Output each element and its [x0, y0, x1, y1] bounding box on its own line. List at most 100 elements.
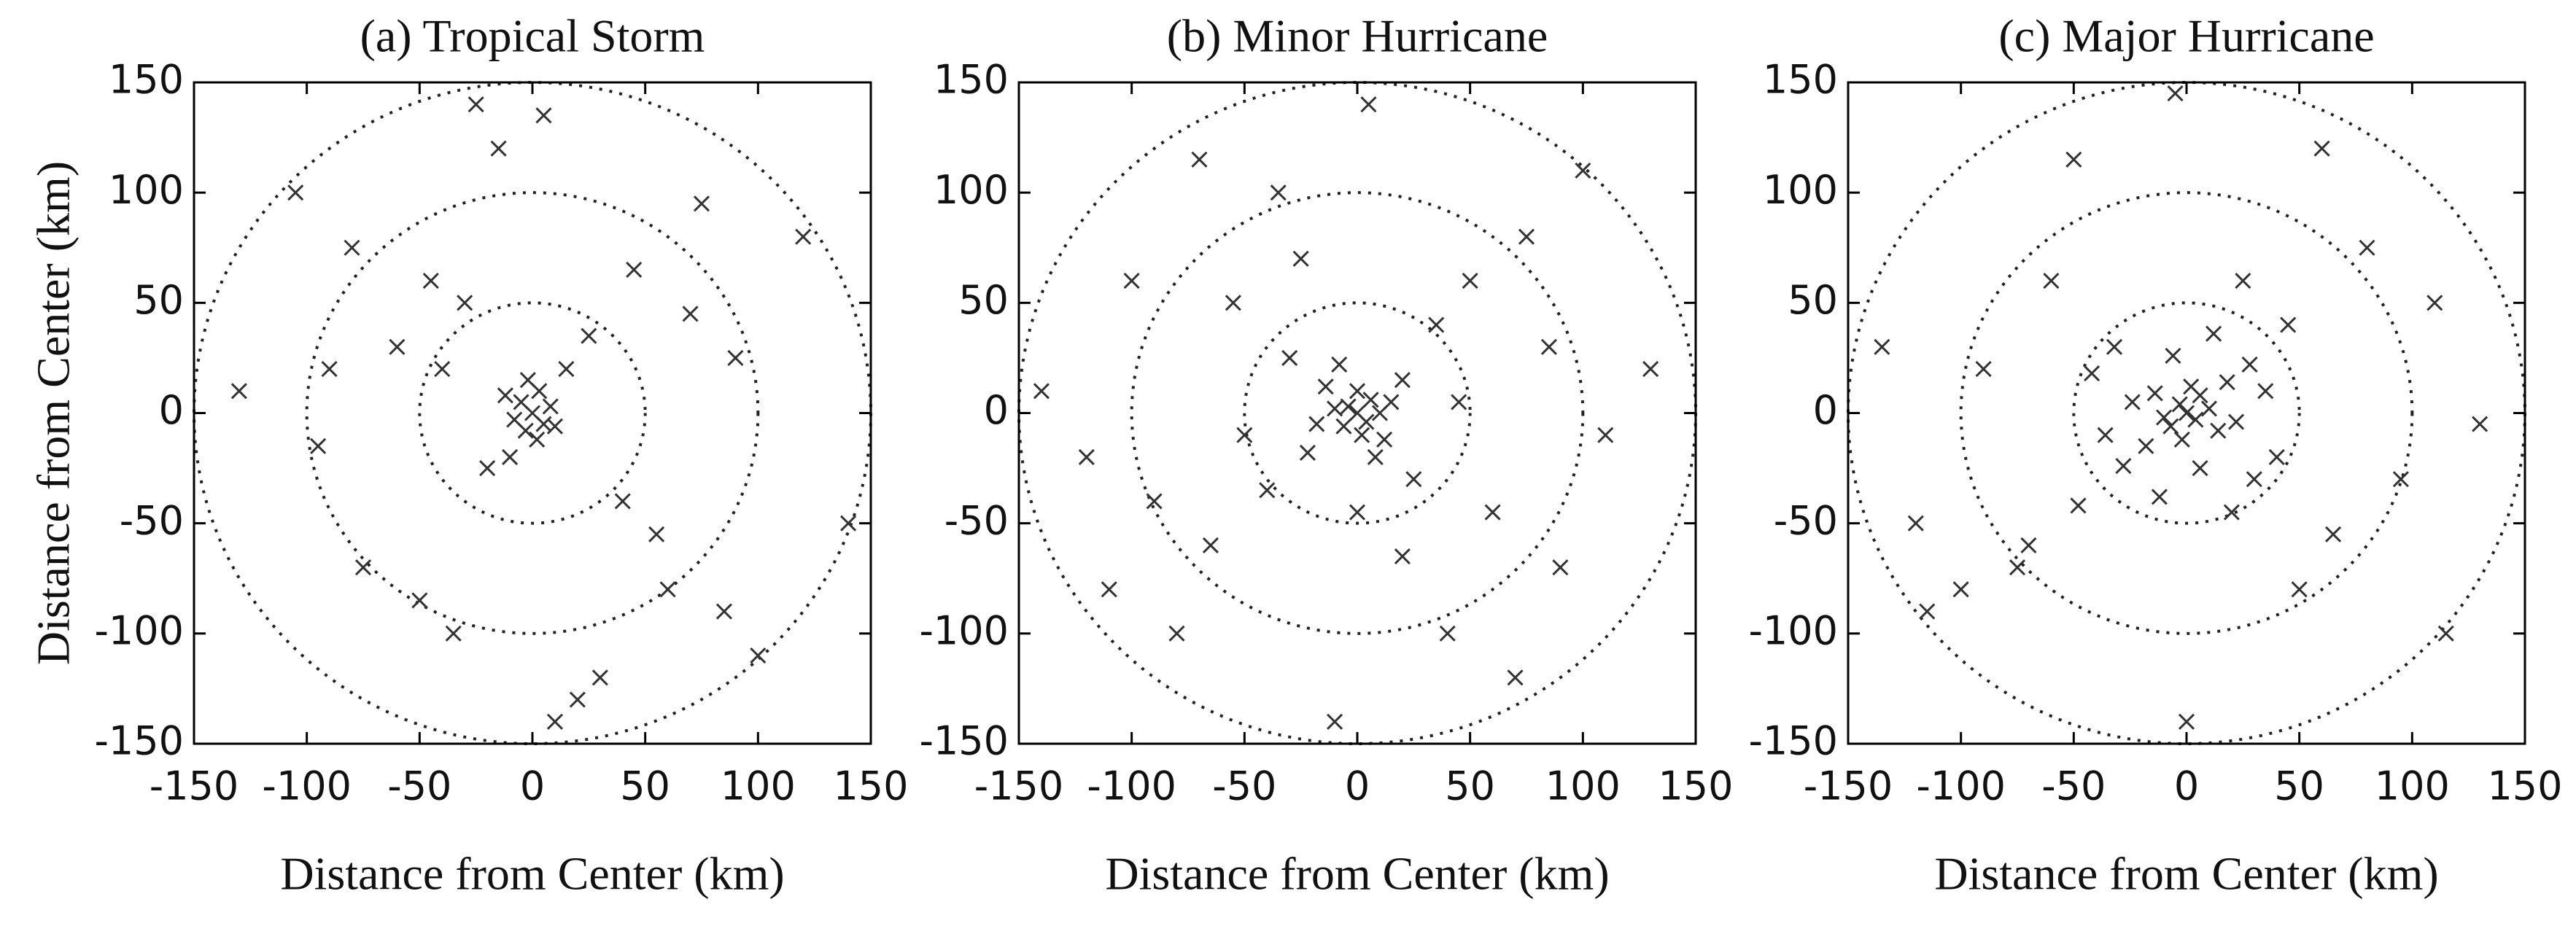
point	[1335, 418, 1352, 435]
y-tick-label: -50	[120, 497, 184, 543]
point	[581, 327, 597, 344]
point	[1123, 273, 1140, 289]
point	[519, 372, 536, 389]
point	[2165, 347, 2181, 364]
point	[1383, 394, 1400, 411]
point	[2115, 457, 2132, 475]
point	[795, 228, 812, 245]
point	[2268, 448, 2285, 466]
point	[1874, 338, 1890, 355]
point	[2313, 140, 2330, 157]
point	[321, 360, 338, 378]
y-tick-label: -100	[94, 607, 184, 653]
point	[558, 360, 575, 378]
point	[1462, 273, 1478, 289]
point	[479, 460, 496, 477]
x-tick-label: 100	[721, 763, 796, 809]
point	[2009, 559, 2026, 576]
point	[1202, 537, 1219, 553]
point	[2138, 437, 2154, 454]
y-tick-label: 100	[1763, 167, 1838, 213]
x-tick-label: -100	[1087, 763, 1176, 809]
range-circle	[1243, 301, 1472, 525]
point	[2200, 400, 2217, 417]
point	[1225, 295, 1241, 311]
point	[1394, 548, 1411, 565]
point	[2392, 471, 2409, 488]
point	[2219, 374, 2235, 391]
point	[422, 273, 439, 289]
point	[693, 195, 710, 212]
point	[2472, 416, 2488, 432]
point	[2167, 85, 2184, 102]
point	[546, 418, 563, 435]
point	[1518, 228, 1535, 245]
point	[2325, 526, 2342, 542]
x-tick-label: 150	[1658, 763, 1733, 809]
point	[2178, 713, 2195, 730]
x-axis-label: Distance from Center (km)	[1105, 848, 1609, 900]
y-tick-label: 50	[958, 277, 1009, 323]
point	[2280, 316, 2297, 333]
y-tick-label: -150	[919, 718, 1009, 764]
point	[468, 96, 484, 113]
point	[1308, 416, 1325, 432]
point	[546, 713, 563, 730]
point	[1376, 431, 1393, 448]
y-tick-label: -150	[94, 718, 184, 764]
range-circle	[305, 191, 760, 635]
range-circle	[1130, 191, 1585, 635]
x-tick-label: 0	[520, 763, 545, 809]
x-tick-label: -50	[1212, 763, 1276, 809]
y-tick-label: 150	[109, 57, 184, 103]
y-tick-label: -100	[919, 607, 1009, 653]
x-tick-label: 0	[2174, 763, 2199, 809]
y-tick-label: 150	[934, 57, 1009, 103]
point	[1405, 471, 1422, 488]
point	[535, 107, 552, 124]
point	[1642, 360, 1659, 378]
point	[513, 394, 529, 411]
point	[389, 338, 406, 355]
point	[569, 691, 586, 708]
y-tick-label: 0	[984, 387, 1009, 433]
point	[2291, 581, 2308, 598]
point	[1191, 151, 1208, 168]
point	[2187, 411, 2204, 428]
point	[506, 411, 523, 428]
point	[529, 431, 546, 448]
point	[2097, 427, 2114, 443]
point	[591, 669, 608, 686]
point	[411, 592, 428, 609]
point	[2173, 431, 2190, 448]
point	[727, 349, 744, 366]
point	[1236, 427, 1253, 443]
point	[1394, 372, 1411, 389]
point	[1952, 581, 1969, 598]
range-circle	[2072, 301, 2301, 525]
point	[2257, 383, 2274, 400]
point	[2178, 405, 2195, 421]
point	[648, 526, 665, 542]
point	[2359, 239, 2375, 256]
y-tick-label: 150	[1763, 57, 1838, 103]
point	[1299, 444, 1316, 461]
point	[2065, 151, 2082, 168]
point	[1349, 504, 1366, 521]
point	[614, 493, 631, 510]
point	[1033, 383, 1050, 400]
y-tick-label: 50	[1788, 277, 1838, 323]
point	[542, 398, 559, 415]
point	[1259, 482, 1276, 499]
point	[1575, 162, 1591, 179]
point	[1270, 184, 1287, 201]
point	[2084, 365, 2100, 382]
point	[626, 261, 643, 279]
point	[2043, 273, 2060, 289]
point	[1507, 669, 1524, 686]
point	[1358, 413, 1375, 430]
point	[1340, 398, 1357, 415]
point	[2146, 385, 2163, 402]
point	[1439, 625, 1456, 642]
point	[2162, 418, 2179, 435]
